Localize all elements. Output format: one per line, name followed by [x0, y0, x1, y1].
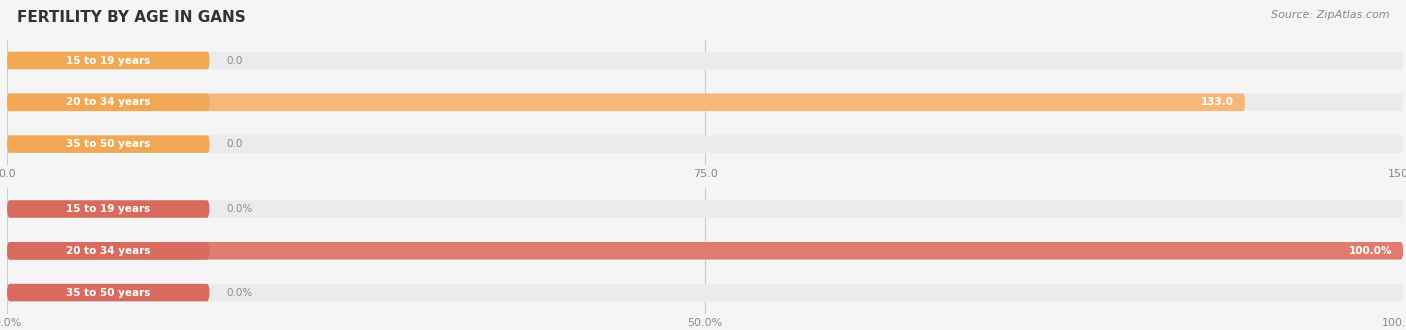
Text: FERTILITY BY AGE IN GANS: FERTILITY BY AGE IN GANS — [17, 10, 246, 25]
Text: 15 to 19 years: 15 to 19 years — [66, 204, 150, 214]
Text: 0.0%: 0.0% — [226, 204, 253, 214]
FancyBboxPatch shape — [7, 135, 209, 153]
FancyBboxPatch shape — [7, 93, 209, 111]
Text: 100.0%: 100.0% — [1348, 246, 1392, 256]
FancyBboxPatch shape — [7, 52, 1403, 69]
FancyBboxPatch shape — [7, 200, 1403, 218]
FancyBboxPatch shape — [7, 200, 209, 218]
FancyBboxPatch shape — [7, 93, 1403, 111]
Text: 0.0%: 0.0% — [226, 288, 253, 298]
Text: 35 to 50 years: 35 to 50 years — [66, 139, 150, 149]
Text: 0.0: 0.0 — [226, 139, 243, 149]
FancyBboxPatch shape — [7, 284, 1403, 301]
Text: 133.0: 133.0 — [1201, 97, 1234, 107]
FancyBboxPatch shape — [7, 242, 209, 260]
Text: 15 to 19 years: 15 to 19 years — [66, 55, 150, 65]
Text: 20 to 34 years: 20 to 34 years — [66, 97, 150, 107]
Text: Source: ZipAtlas.com: Source: ZipAtlas.com — [1271, 10, 1389, 20]
FancyBboxPatch shape — [7, 242, 1403, 260]
FancyBboxPatch shape — [7, 242, 1403, 260]
FancyBboxPatch shape — [7, 284, 209, 301]
FancyBboxPatch shape — [7, 135, 1403, 153]
Text: 0.0: 0.0 — [226, 55, 243, 65]
Text: 35 to 50 years: 35 to 50 years — [66, 288, 150, 298]
Text: 20 to 34 years: 20 to 34 years — [66, 246, 150, 256]
FancyBboxPatch shape — [7, 52, 209, 69]
FancyBboxPatch shape — [7, 93, 1244, 111]
